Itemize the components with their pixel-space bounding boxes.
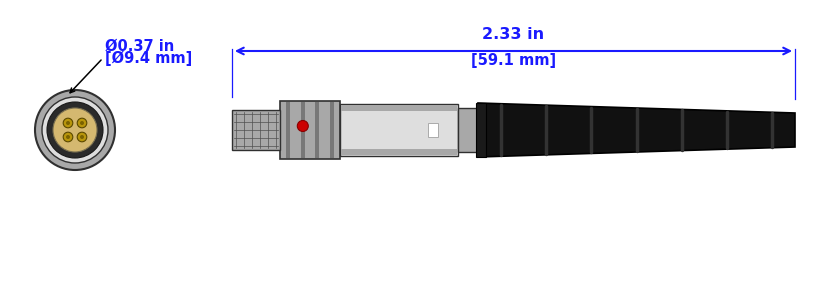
Bar <box>301 102 305 158</box>
Circle shape <box>80 135 84 139</box>
Circle shape <box>80 121 84 125</box>
Text: 2.33 in: 2.33 in <box>482 27 545 42</box>
Circle shape <box>77 132 87 142</box>
Circle shape <box>77 118 87 128</box>
Circle shape <box>47 102 103 158</box>
Bar <box>341 149 457 155</box>
Bar <box>280 101 340 159</box>
Bar <box>232 110 280 150</box>
Polygon shape <box>478 103 795 157</box>
Circle shape <box>63 118 73 128</box>
Circle shape <box>66 135 70 139</box>
Text: Ø0.37 in: Ø0.37 in <box>105 39 174 54</box>
Bar <box>458 108 478 152</box>
Bar <box>286 102 290 158</box>
Bar <box>428 123 438 137</box>
Circle shape <box>63 132 73 142</box>
Bar <box>341 105 457 111</box>
Bar <box>315 102 319 158</box>
Circle shape <box>66 121 70 125</box>
Polygon shape <box>476 103 486 157</box>
Text: [Ø9.4 mm]: [Ø9.4 mm] <box>105 51 192 66</box>
Bar <box>330 102 334 158</box>
Circle shape <box>53 108 97 152</box>
Text: [59.1 mm]: [59.1 mm] <box>471 53 556 68</box>
Bar <box>340 104 458 156</box>
Circle shape <box>42 97 108 163</box>
Circle shape <box>297 120 308 131</box>
Circle shape <box>35 90 115 170</box>
